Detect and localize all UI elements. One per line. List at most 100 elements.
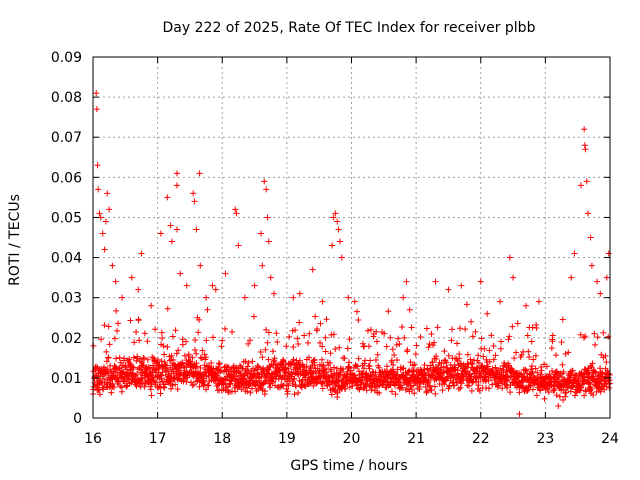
grid-lines	[93, 57, 610, 418]
data-point	[355, 355, 362, 362]
data-point	[314, 325, 321, 332]
data-point	[345, 294, 352, 301]
data-point	[524, 387, 531, 394]
data-point	[159, 335, 166, 342]
data-point	[457, 325, 464, 332]
data-point	[466, 382, 473, 389]
data-point	[507, 373, 514, 380]
data-point	[451, 361, 458, 368]
data-point	[457, 384, 464, 391]
data-point	[329, 242, 336, 249]
data-point	[205, 382, 212, 389]
data-point	[172, 327, 179, 334]
data-point	[351, 372, 358, 379]
data-point	[412, 351, 419, 358]
data-point	[259, 262, 266, 269]
data-point	[174, 386, 181, 393]
data-point	[334, 218, 341, 225]
data-point	[581, 392, 588, 399]
data-point	[405, 368, 412, 375]
data-point	[264, 339, 271, 346]
data-point	[183, 282, 190, 289]
data-point	[119, 294, 126, 301]
data-points	[90, 90, 613, 417]
data-point	[104, 190, 111, 197]
data-point	[407, 359, 414, 366]
data-point	[558, 339, 565, 346]
data-point	[164, 194, 171, 201]
data-point	[101, 246, 108, 253]
data-point	[503, 377, 510, 384]
data-point	[193, 350, 200, 357]
data-point	[319, 298, 326, 305]
data-point	[529, 386, 536, 393]
data-point	[562, 350, 569, 357]
data-point	[582, 146, 589, 153]
data-point	[215, 360, 222, 367]
data-point	[538, 367, 545, 374]
data-point	[475, 359, 482, 366]
data-point	[462, 326, 469, 333]
data-point	[526, 354, 533, 361]
data-point	[286, 333, 293, 340]
data-point	[441, 381, 448, 388]
data-point	[185, 353, 192, 360]
data-point	[529, 368, 536, 375]
data-point	[168, 352, 175, 359]
data-point	[562, 393, 569, 400]
data-point	[428, 387, 435, 394]
data-point	[454, 367, 461, 374]
data-point	[556, 393, 563, 400]
data-point	[581, 126, 588, 133]
data-point	[497, 365, 504, 372]
data-point	[401, 334, 408, 341]
data-point	[529, 363, 536, 370]
data-point	[582, 333, 589, 340]
data-point	[318, 356, 325, 363]
data-point	[388, 357, 395, 364]
data-point	[201, 381, 208, 388]
data-point	[280, 382, 287, 389]
data-point	[217, 368, 224, 375]
data-point	[157, 390, 164, 397]
data-point	[147, 386, 154, 393]
data-point	[105, 354, 112, 361]
data-point	[263, 326, 270, 333]
data-point	[167, 222, 174, 229]
data-point	[257, 349, 264, 356]
data-point	[365, 362, 372, 369]
x-tick-label: 16	[84, 431, 102, 447]
data-point	[239, 365, 246, 372]
data-point	[589, 360, 596, 367]
data-point	[331, 364, 338, 371]
data-point	[600, 329, 607, 336]
data-point	[174, 170, 181, 177]
data-point	[241, 294, 248, 301]
data-point	[258, 230, 265, 237]
data-point	[339, 365, 346, 372]
data-point	[458, 282, 465, 289]
data-point	[603, 359, 610, 366]
data-point	[332, 346, 339, 353]
data-point	[533, 392, 540, 399]
data-point	[245, 359, 252, 366]
data-point	[126, 356, 133, 363]
data-point	[490, 371, 497, 378]
data-point	[141, 330, 148, 337]
data-point	[222, 325, 229, 332]
data-point	[198, 355, 205, 362]
data-point	[140, 363, 147, 370]
data-point	[193, 363, 200, 370]
data-point	[133, 383, 140, 390]
data-point	[432, 390, 439, 397]
data-point	[218, 367, 225, 374]
data-point	[513, 349, 520, 356]
data-point	[141, 355, 148, 362]
data-point	[168, 385, 175, 392]
data-point	[338, 254, 345, 261]
data-point	[406, 306, 413, 313]
data-point	[146, 364, 153, 371]
data-point	[179, 359, 186, 366]
data-point	[391, 351, 398, 358]
data-point	[567, 388, 574, 395]
